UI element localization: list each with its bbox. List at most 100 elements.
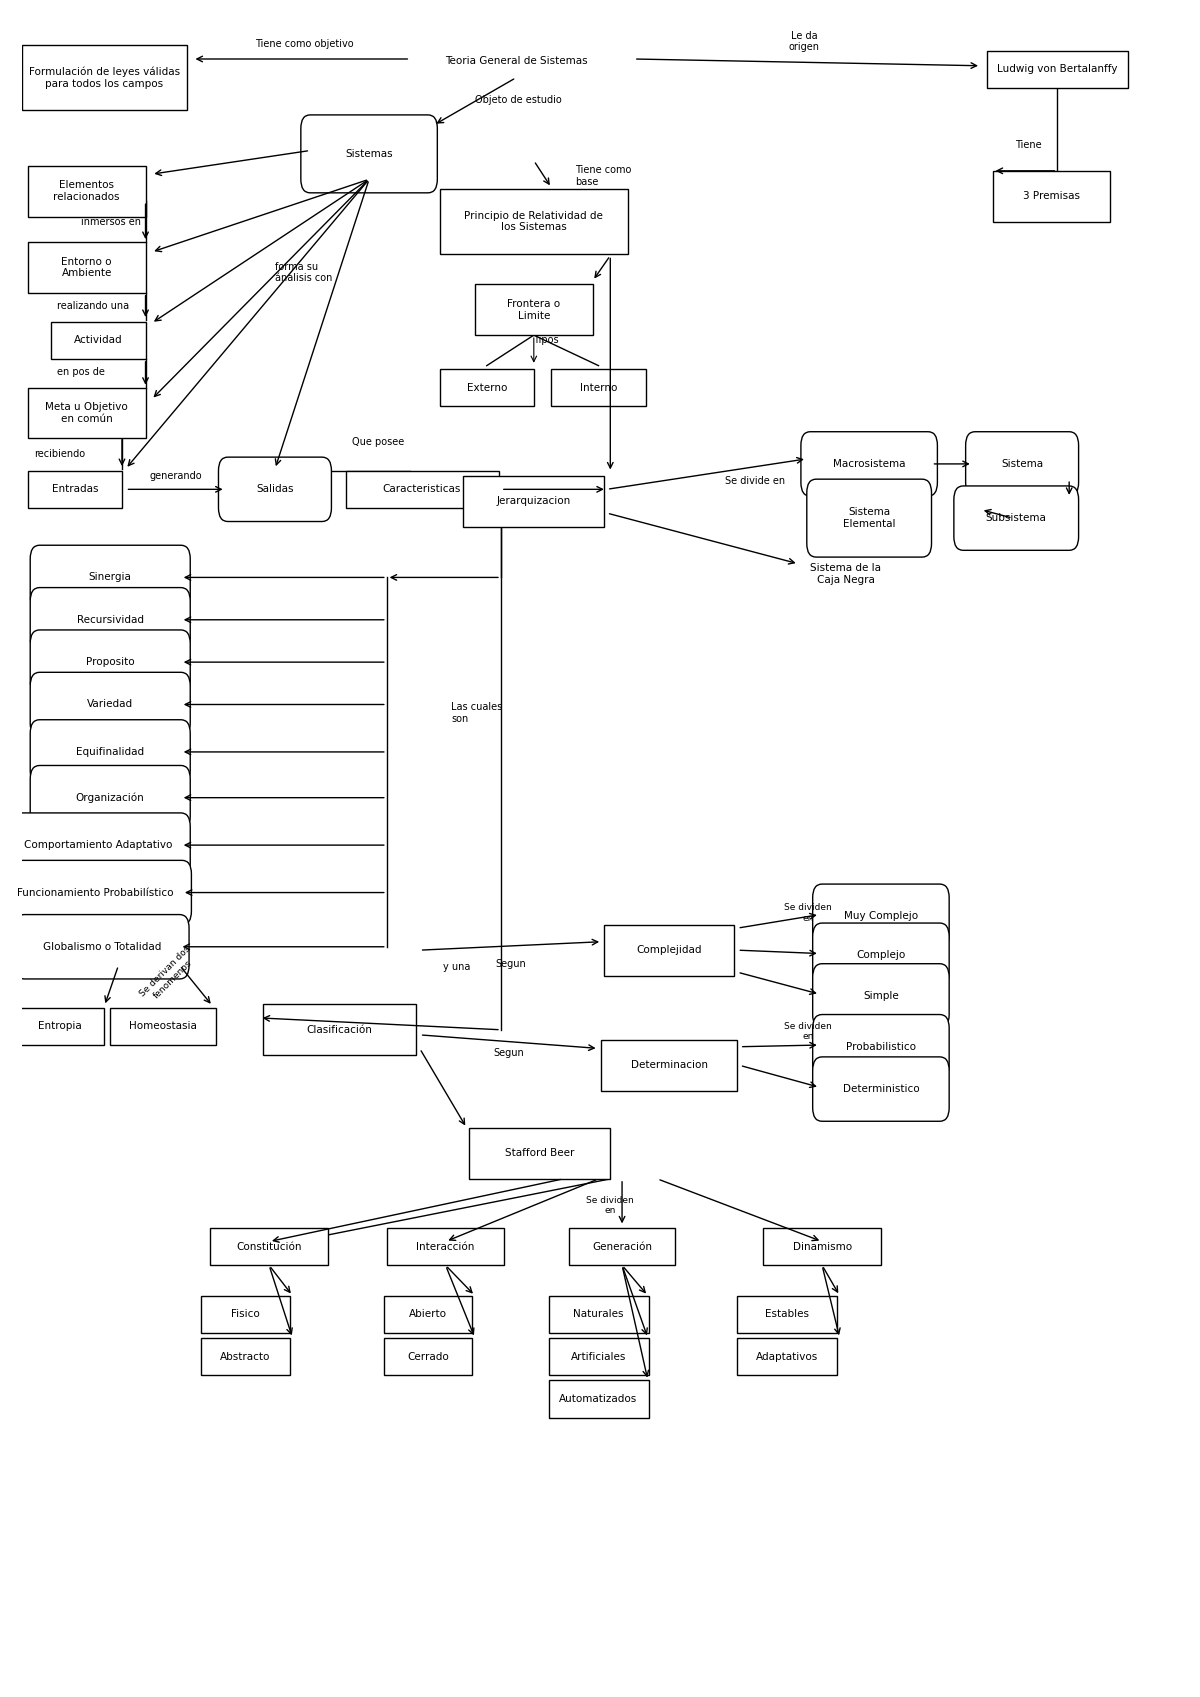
Text: Tipos: Tipos — [533, 336, 558, 344]
Text: Externo: Externo — [467, 382, 506, 392]
Text: Elementos
relacionados: Elementos relacionados — [54, 180, 120, 202]
FancyBboxPatch shape — [763, 1229, 881, 1266]
Text: Tiene como objetivo: Tiene como objetivo — [256, 39, 354, 49]
Text: Adaptativos: Adaptativos — [756, 1353, 818, 1361]
FancyBboxPatch shape — [386, 1229, 504, 1266]
FancyBboxPatch shape — [52, 322, 145, 358]
Text: Se derivan dos
fenomenos: Se derivan dos fenomenos — [138, 945, 199, 1006]
Text: Stafford Beer: Stafford Beer — [505, 1149, 575, 1159]
FancyBboxPatch shape — [301, 115, 437, 193]
FancyBboxPatch shape — [210, 1229, 328, 1266]
Text: Sistema: Sistema — [1001, 458, 1043, 468]
FancyBboxPatch shape — [30, 587, 191, 652]
Text: Se dividen
en: Se dividen en — [784, 1022, 832, 1042]
Text: Entradas: Entradas — [52, 484, 98, 494]
FancyBboxPatch shape — [812, 1015, 949, 1079]
Text: Sistema de la
Caja Negra: Sistema de la Caja Negra — [810, 563, 881, 585]
Text: Determinacion: Determinacion — [631, 1061, 708, 1071]
Text: Funcionamiento Probabilístico: Funcionamiento Probabilístico — [17, 888, 173, 898]
Text: Equifinalidad: Equifinalidad — [76, 747, 144, 757]
FancyBboxPatch shape — [28, 470, 122, 507]
Text: en pos de: en pos de — [58, 368, 106, 377]
Text: Probabilistico: Probabilistico — [846, 1042, 916, 1052]
Text: Abstracto: Abstracto — [221, 1353, 271, 1361]
Text: Meta u Objetivo
en común: Meta u Objetivo en común — [46, 402, 128, 424]
FancyBboxPatch shape — [812, 964, 949, 1028]
FancyBboxPatch shape — [569, 1229, 676, 1266]
FancyBboxPatch shape — [30, 545, 191, 609]
Text: Homeostasia: Homeostasia — [130, 1022, 197, 1032]
FancyBboxPatch shape — [0, 860, 192, 925]
Text: Cerrado: Cerrado — [407, 1353, 449, 1361]
Text: Frontera o
Limite: Frontera o Limite — [508, 299, 560, 321]
Text: Simple: Simple — [863, 991, 899, 1001]
FancyBboxPatch shape — [218, 456, 331, 521]
FancyBboxPatch shape — [469, 1129, 611, 1179]
Text: Estables: Estables — [764, 1310, 809, 1319]
Text: Naturales: Naturales — [574, 1310, 624, 1319]
FancyBboxPatch shape — [601, 1040, 737, 1091]
FancyBboxPatch shape — [548, 1297, 648, 1334]
Text: Artificiales: Artificiales — [571, 1353, 626, 1361]
FancyBboxPatch shape — [16, 1008, 103, 1045]
Text: Tiene: Tiene — [1015, 141, 1042, 151]
Text: Complejidad: Complejidad — [636, 945, 702, 955]
Text: Tiene como
base: Tiene como base — [575, 165, 631, 187]
FancyBboxPatch shape — [384, 1339, 472, 1375]
Text: Principio de Relatividad de
los Sistemas: Principio de Relatividad de los Sistemas — [464, 210, 604, 232]
Text: Generación: Generación — [592, 1242, 652, 1252]
Text: Comportamiento Adaptativo: Comportamiento Adaptativo — [24, 840, 173, 850]
Text: Salidas: Salidas — [257, 484, 294, 494]
Text: generando: generando — [150, 470, 203, 480]
Text: Macrosistema: Macrosistema — [833, 458, 906, 468]
Text: Interacción: Interacción — [416, 1242, 475, 1252]
Text: Que posee: Que posee — [353, 436, 404, 446]
FancyBboxPatch shape — [7, 813, 191, 877]
Text: Caracteristicas: Caracteristicas — [383, 484, 461, 494]
FancyBboxPatch shape — [992, 171, 1110, 222]
FancyBboxPatch shape — [800, 431, 937, 496]
FancyBboxPatch shape — [737, 1339, 836, 1375]
FancyBboxPatch shape — [263, 1005, 416, 1056]
FancyBboxPatch shape — [202, 1297, 289, 1334]
Text: Variedad: Variedad — [88, 699, 133, 709]
Text: forma su
ánalisis con: forma su ánalisis con — [275, 261, 332, 283]
FancyBboxPatch shape — [30, 720, 191, 784]
FancyBboxPatch shape — [954, 485, 1079, 550]
Text: Objeto de estudio: Objeto de estudio — [475, 95, 562, 105]
Text: Segun: Segun — [494, 959, 526, 969]
Text: Entropia: Entropia — [37, 1022, 82, 1032]
Text: Recursividad: Recursividad — [77, 614, 144, 624]
Text: Segun: Segun — [493, 1049, 524, 1059]
FancyBboxPatch shape — [812, 923, 949, 988]
FancyBboxPatch shape — [966, 431, 1079, 496]
FancyBboxPatch shape — [439, 368, 534, 406]
Text: Automatizados: Automatizados — [559, 1395, 637, 1403]
Text: Se dividen
en: Se dividen en — [784, 903, 832, 923]
Text: Se divide en: Se divide en — [725, 475, 785, 485]
Text: Complejo: Complejo — [857, 950, 906, 961]
Text: Formulación de leyes válidas
para todos los campos: Formulación de leyes válidas para todos … — [29, 66, 180, 88]
Text: Globalismo o Totalidad: Globalismo o Totalidad — [43, 942, 161, 952]
Text: Clasificación: Clasificación — [307, 1025, 373, 1035]
Text: Las cuales
son: Las cuales son — [451, 703, 503, 723]
FancyBboxPatch shape — [14, 915, 190, 979]
FancyBboxPatch shape — [30, 630, 191, 694]
Text: Teoria General de Sistemas: Teoria General de Sistemas — [445, 56, 588, 66]
Text: Fisico: Fisico — [232, 1310, 260, 1319]
Text: Constitución: Constitución — [236, 1242, 302, 1252]
FancyBboxPatch shape — [30, 672, 191, 736]
Text: recibiendo: recibiendo — [34, 448, 85, 458]
FancyBboxPatch shape — [439, 190, 628, 255]
FancyBboxPatch shape — [463, 475, 605, 526]
FancyBboxPatch shape — [475, 285, 593, 334]
FancyBboxPatch shape — [737, 1297, 836, 1334]
Text: Ludwig von Bertalanffy: Ludwig von Bertalanffy — [997, 64, 1117, 75]
FancyBboxPatch shape — [28, 387, 145, 438]
FancyBboxPatch shape — [30, 765, 191, 830]
Text: Entorno o
Ambiente: Entorno o Ambiente — [61, 256, 112, 278]
Text: Le da
origen: Le da origen — [788, 31, 820, 53]
FancyBboxPatch shape — [986, 51, 1128, 88]
Text: Organización: Organización — [76, 792, 145, 803]
Text: Sinergia: Sinergia — [89, 572, 132, 582]
